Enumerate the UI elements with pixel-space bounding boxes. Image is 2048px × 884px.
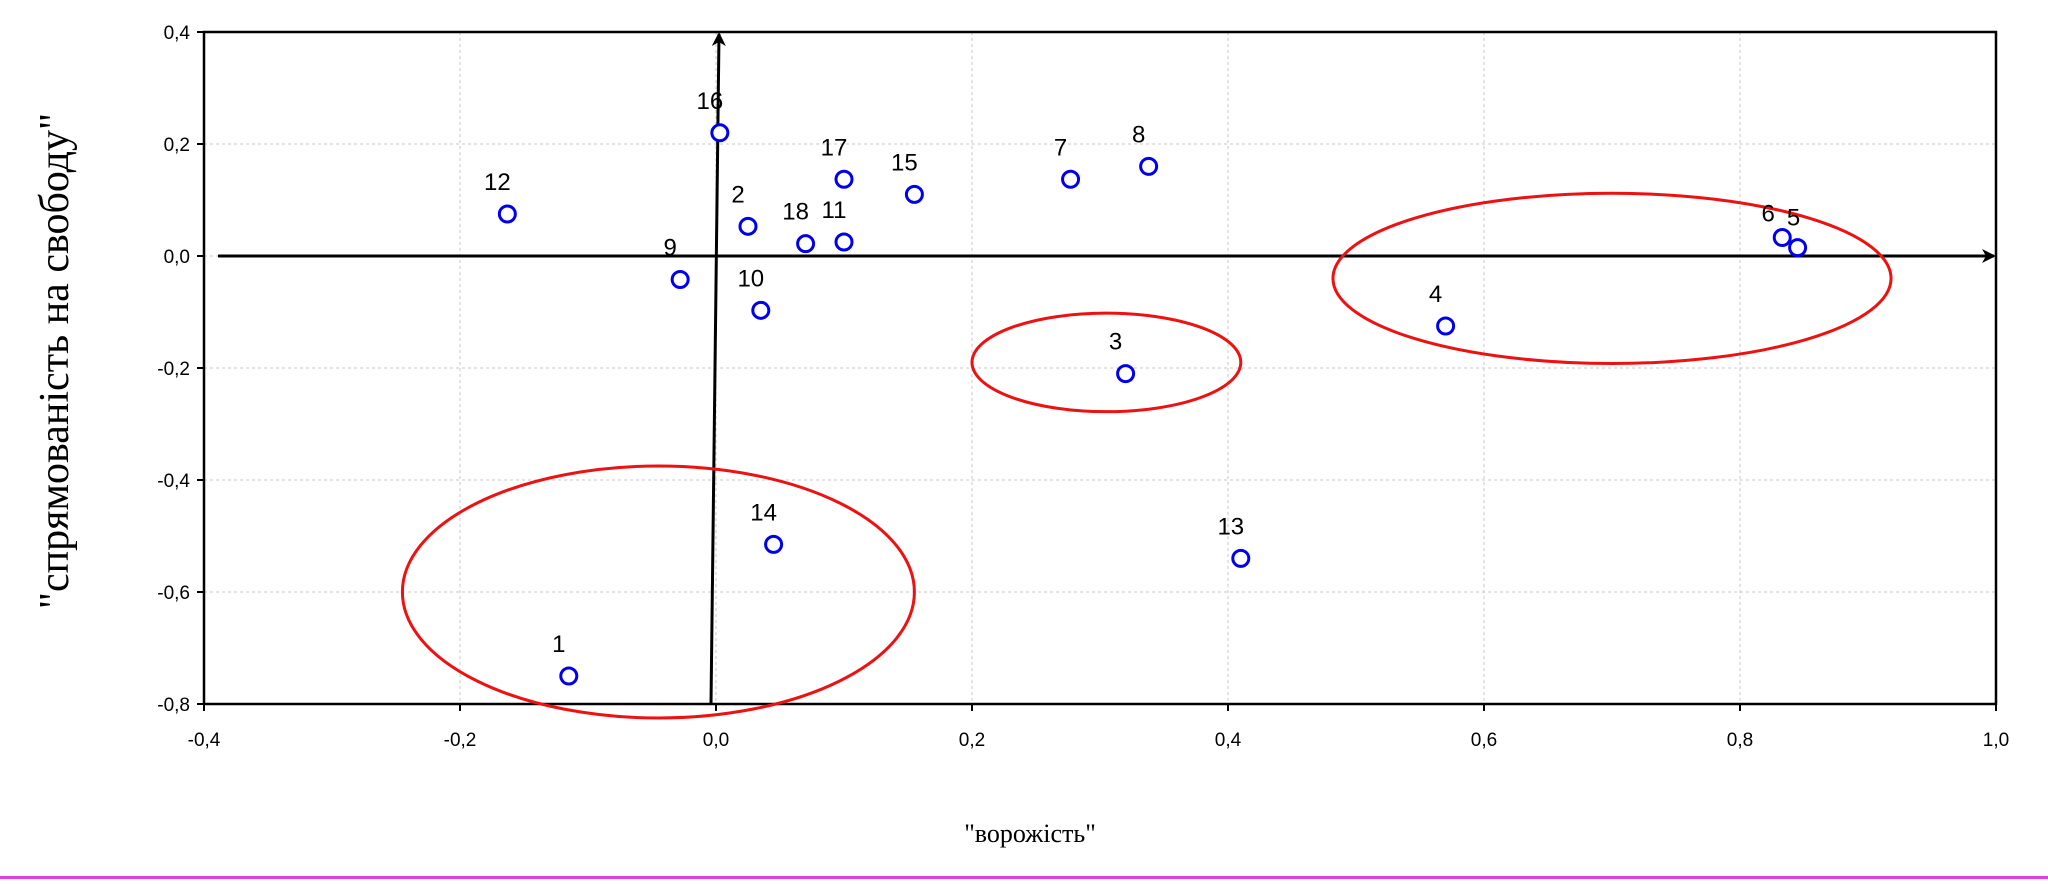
y-tick-label: 0,0 xyxy=(164,247,190,268)
point-label-18: 18 xyxy=(782,199,809,226)
point-label-1: 1 xyxy=(552,631,565,658)
x-tick-label: 0,0 xyxy=(703,730,729,751)
y-tick-label: -0,2 xyxy=(157,359,190,380)
x-tick-label: 0,8 xyxy=(1727,730,1753,751)
y-tick-label: -0,4 xyxy=(157,471,190,492)
y-tick-label: 0,2 xyxy=(164,135,190,156)
x-tick-label: -0,2 xyxy=(444,730,477,751)
x-tick-label: 0,4 xyxy=(1215,730,1242,751)
data-point-2 xyxy=(738,216,758,236)
data-point-10 xyxy=(751,300,771,320)
data-point-16 xyxy=(710,123,730,143)
bottom-border xyxy=(0,876,2048,879)
data-point-12 xyxy=(497,204,517,224)
point-label-17: 17 xyxy=(821,134,848,161)
point-label-14: 14 xyxy=(750,499,777,526)
point-label-7: 7 xyxy=(1054,134,1067,161)
data-point-17 xyxy=(834,169,854,189)
y-tick-label: 0,4 xyxy=(164,23,191,44)
x-axis-label: "ворожість" xyxy=(964,819,1096,848)
point-label-13: 13 xyxy=(1217,513,1244,540)
data-point-15 xyxy=(904,184,924,204)
data-point-11 xyxy=(834,232,854,252)
data-point-13 xyxy=(1231,548,1251,568)
point-label-12: 12 xyxy=(484,169,511,196)
y-axis-label: "спрямованість на свободу" xyxy=(32,113,78,609)
data-point-3 xyxy=(1116,364,1136,384)
x-tick-label: -0,4 xyxy=(188,730,221,751)
x-tick-label: 0,6 xyxy=(1471,730,1497,751)
data-point-4 xyxy=(1436,316,1456,336)
point-label-8: 8 xyxy=(1132,121,1145,148)
data-point-5 xyxy=(1788,238,1808,258)
cluster-ellipse xyxy=(970,311,1243,414)
cluster-ellipses xyxy=(400,191,1893,720)
x-tick-label: 1,0 xyxy=(1983,730,2009,751)
point-label-2: 2 xyxy=(731,181,744,208)
data-point-14 xyxy=(764,534,784,554)
point-label-16: 16 xyxy=(696,88,723,115)
data-point-1 xyxy=(559,666,579,686)
data-point-8 xyxy=(1139,156,1159,176)
data-point-7 xyxy=(1061,169,1081,189)
point-label-10: 10 xyxy=(737,265,764,292)
point-label-4: 4 xyxy=(1429,281,1442,308)
point-label-5: 5 xyxy=(1787,205,1800,232)
cluster-ellipse xyxy=(400,464,916,720)
point-label-3: 3 xyxy=(1109,329,1122,356)
x-tick-label: 0,2 xyxy=(959,730,985,751)
point-label-9: 9 xyxy=(663,235,676,262)
y-axis-arrow xyxy=(709,32,726,705)
point-label-6: 6 xyxy=(1762,201,1775,228)
data-point-18 xyxy=(796,234,816,254)
cluster-ellipse xyxy=(1331,191,1893,366)
data-point-9 xyxy=(670,270,690,290)
axis-arrows xyxy=(218,32,1996,705)
y-tick-label: -0,6 xyxy=(157,583,190,604)
data-point-6 xyxy=(1772,228,1792,248)
point-label-11: 11 xyxy=(822,197,847,224)
y-tick-label: -0,8 xyxy=(157,695,190,716)
tick-labels: -0,4 -0,2 0,0 0,2 0,4 0,6 0,8 1,0 0,4 0,2 0,0 -0,2 -… xyxy=(157,23,2009,751)
point-label-15: 15 xyxy=(891,149,918,176)
